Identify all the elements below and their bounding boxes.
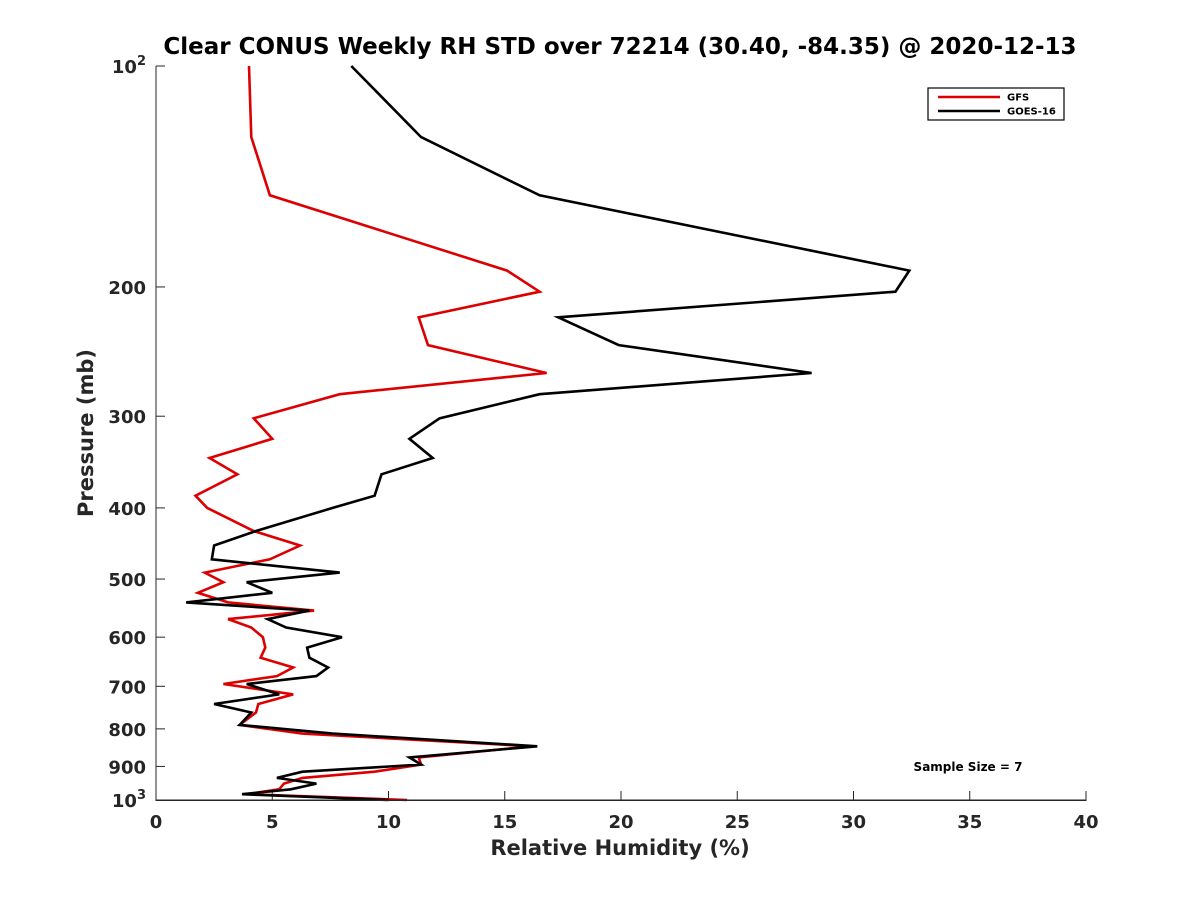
chart-title: Clear CONUS Weekly RH STD over 72214 (30… — [163, 34, 1076, 60]
x-axis-line — [155, 799, 1087, 801]
series-line-goes16 — [186, 65, 912, 802]
x-tick-label: 40 — [1073, 812, 1098, 833]
y-tick-label: 800 — [108, 720, 146, 741]
x-tick-label: 20 — [608, 812, 633, 833]
x-tick-label: 35 — [957, 812, 982, 833]
series-layer — [186, 65, 912, 802]
x-tick-label: 10 — [376, 812, 401, 833]
x-tick-label: 15 — [492, 812, 517, 833]
sample-size-annotation: Sample Size = 7 — [914, 760, 1023, 774]
y-axis-ticks: 102 200 300 400 500 600 700 800 900 103 — [108, 54, 165, 812]
x-axis-ticks: 0 5 10 15 20 25 30 35 40 — [150, 791, 1099, 833]
legend-label-gfs: GFS — [1007, 93, 1029, 104]
x-axis-label: Relative Humidity (%) — [490, 836, 749, 860]
y-axis-label: Pressure (mb) — [74, 349, 98, 517]
y-tick-label: 102 — [112, 54, 146, 78]
y-tick-label: 300 — [108, 407, 146, 428]
x-tick-label: 30 — [841, 812, 866, 833]
legend: GFS GOES-16 — [927, 87, 1065, 121]
y-tick-label: 900 — [108, 757, 146, 778]
y-tick-label: 103 — [112, 788, 146, 812]
y-tick-label: 600 — [108, 628, 146, 649]
y-tick-label: 700 — [108, 677, 146, 698]
series-line-gfs — [193, 65, 547, 802]
x-tick-label: 0 — [150, 812, 163, 833]
y-tick-label: 500 — [108, 570, 146, 591]
y-tick-label: 200 — [108, 278, 146, 299]
legend-box — [927, 87, 1065, 121]
y-tick-label: 400 — [108, 499, 146, 520]
y-axis-line — [155, 66, 157, 800]
x-tick-label: 25 — [725, 812, 750, 833]
legend-label-goes16: GOES-16 — [1007, 107, 1056, 118]
x-tick-label: 5 — [266, 812, 279, 833]
